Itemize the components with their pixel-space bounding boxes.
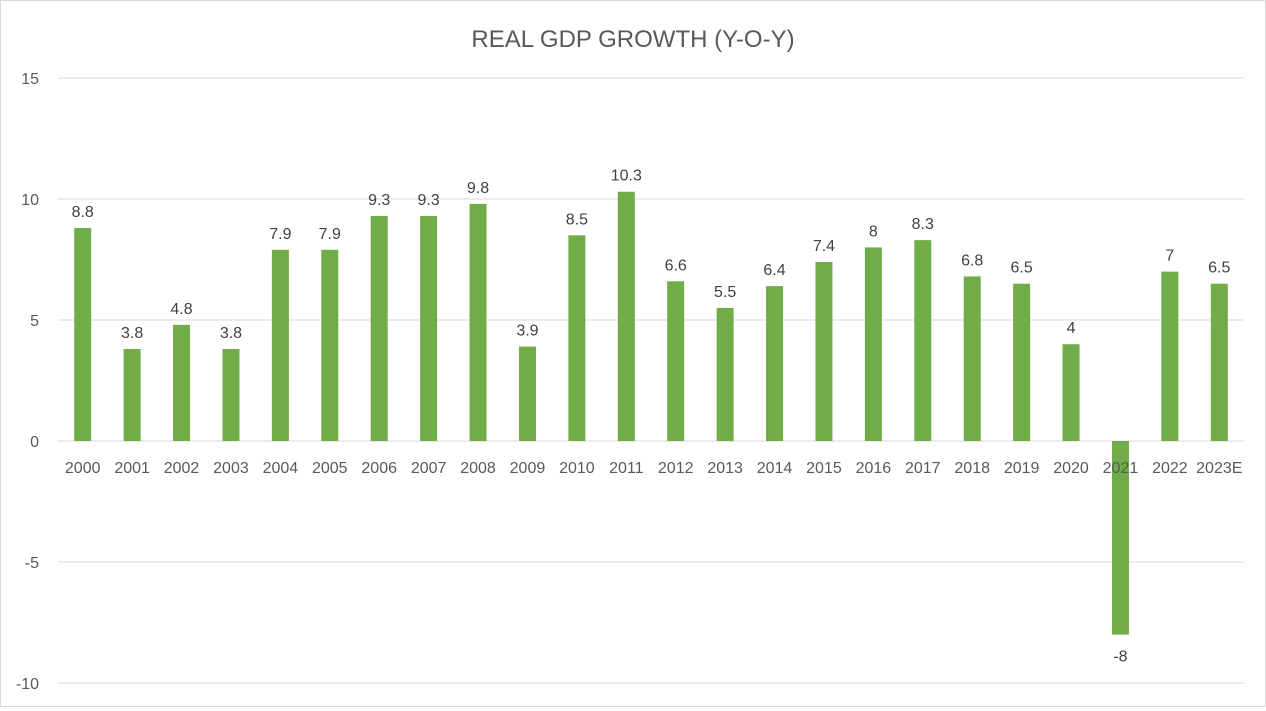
x-tick-label: 2010 — [559, 460, 595, 477]
x-tick-label: 2001 — [114, 460, 150, 477]
bar — [370, 215, 388, 441]
chart-title: REAL GDP GROWTH (Y-O-Y) — [471, 26, 794, 53]
bar — [963, 276, 981, 441]
y-tick-label: -5 — [25, 555, 39, 572]
x-tick-label: 2013 — [707, 460, 743, 477]
data-label: 8.8 — [72, 204, 94, 221]
bar — [1062, 344, 1080, 441]
bar — [864, 247, 882, 441]
y-tick-label: -10 — [16, 676, 39, 693]
bar — [815, 261, 833, 441]
bar — [667, 281, 685, 441]
x-tick-label: 2020 — [1053, 460, 1089, 477]
x-tick-label: 2022 — [1152, 460, 1188, 477]
x-tick-label: 2008 — [460, 460, 496, 477]
bar — [420, 215, 438, 441]
x-tick-label: 2004 — [263, 460, 299, 477]
bar — [1013, 283, 1031, 441]
data-label: 7.9 — [319, 226, 341, 243]
bar — [716, 307, 734, 441]
x-tick-label: 2023E — [1196, 460, 1242, 477]
bar — [74, 228, 92, 441]
data-label: 9.8 — [467, 180, 489, 197]
x-tick-label: 2016 — [856, 460, 892, 477]
x-axis-ticks: 2000 2001 2002 2003 2004 2005 2006 2007 2008 2009… — [65, 460, 1243, 477]
data-label: 6.8 — [961, 252, 983, 269]
data-label: 8.5 — [566, 211, 588, 228]
y-tick-label: 0 — [30, 434, 39, 451]
bar — [1161, 271, 1179, 441]
data-label: 7.4 — [813, 238, 835, 255]
bar — [568, 235, 586, 441]
data-label: 7.9 — [269, 226, 291, 243]
x-tick-label: 2015 — [806, 460, 842, 477]
x-tick-label: 2006 — [361, 460, 397, 477]
data-label: 10.3 — [611, 168, 642, 185]
data-label: 4 — [1067, 320, 1076, 337]
y-tick-label: 10 — [21, 192, 39, 209]
data-label: 4.8 — [170, 301, 192, 318]
x-tick-label: 2000 — [65, 460, 101, 477]
data-labels: 8.8 3.8 4.8 3.8 7.9 7.9 9.3 9.3 9.8 3.9 8.5 10.3 6.6… — [72, 168, 1231, 666]
bar — [123, 349, 141, 441]
x-tick-label: 2017 — [905, 460, 941, 477]
data-label: 3.8 — [121, 325, 143, 342]
x-tick-label: 2009 — [510, 460, 546, 477]
x-tick-label: 2014 — [757, 460, 793, 477]
bar — [271, 249, 289, 441]
bar — [469, 203, 487, 441]
x-tick-label: 2003 — [213, 460, 249, 477]
bar — [1111, 441, 1129, 635]
x-tick-label: 2011 — [609, 460, 644, 477]
x-tick-label: 2021 — [1103, 460, 1139, 477]
x-tick-label: 2005 — [312, 460, 348, 477]
y-axis-ticks: 15 10 5 0 -5 -10 — [16, 71, 39, 693]
bars — [74, 191, 1228, 635]
x-tick-label: 2018 — [954, 460, 990, 477]
gridlines — [58, 77, 1244, 684]
bar — [617, 191, 635, 441]
bar — [518, 346, 536, 441]
x-tick-label: 2012 — [658, 460, 694, 477]
x-tick-label: 2019 — [1004, 460, 1040, 477]
data-label: 3.9 — [516, 323, 538, 340]
x-tick-label: 2007 — [411, 460, 447, 477]
data-label: 8 — [869, 223, 878, 240]
y-tick-label: 15 — [21, 71, 39, 88]
bar — [914, 240, 932, 441]
data-label: 8.3 — [912, 216, 934, 233]
data-label: 7 — [1165, 248, 1174, 265]
data-label: -8 — [1113, 649, 1127, 666]
data-label: 6.4 — [763, 262, 785, 279]
bar — [222, 349, 240, 441]
data-label: 9.3 — [368, 192, 390, 209]
y-tick-label: 5 — [30, 313, 39, 330]
data-label: 5.5 — [714, 284, 736, 301]
bar — [173, 324, 191, 441]
data-label: 9.3 — [418, 192, 440, 209]
bar — [1210, 283, 1228, 441]
bar — [321, 249, 339, 441]
bar — [766, 286, 784, 441]
x-tick-label: 2002 — [164, 460, 200, 477]
data-label: 6.6 — [665, 257, 687, 274]
data-label: 3.8 — [220, 325, 242, 342]
data-label: 6.5 — [1011, 260, 1033, 277]
data-label: 6.5 — [1208, 260, 1230, 277]
